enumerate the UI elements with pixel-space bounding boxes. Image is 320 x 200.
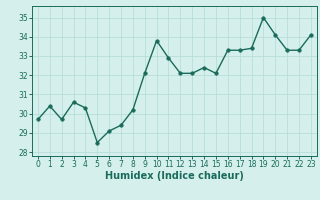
X-axis label: Humidex (Indice chaleur): Humidex (Indice chaleur) <box>105 171 244 181</box>
